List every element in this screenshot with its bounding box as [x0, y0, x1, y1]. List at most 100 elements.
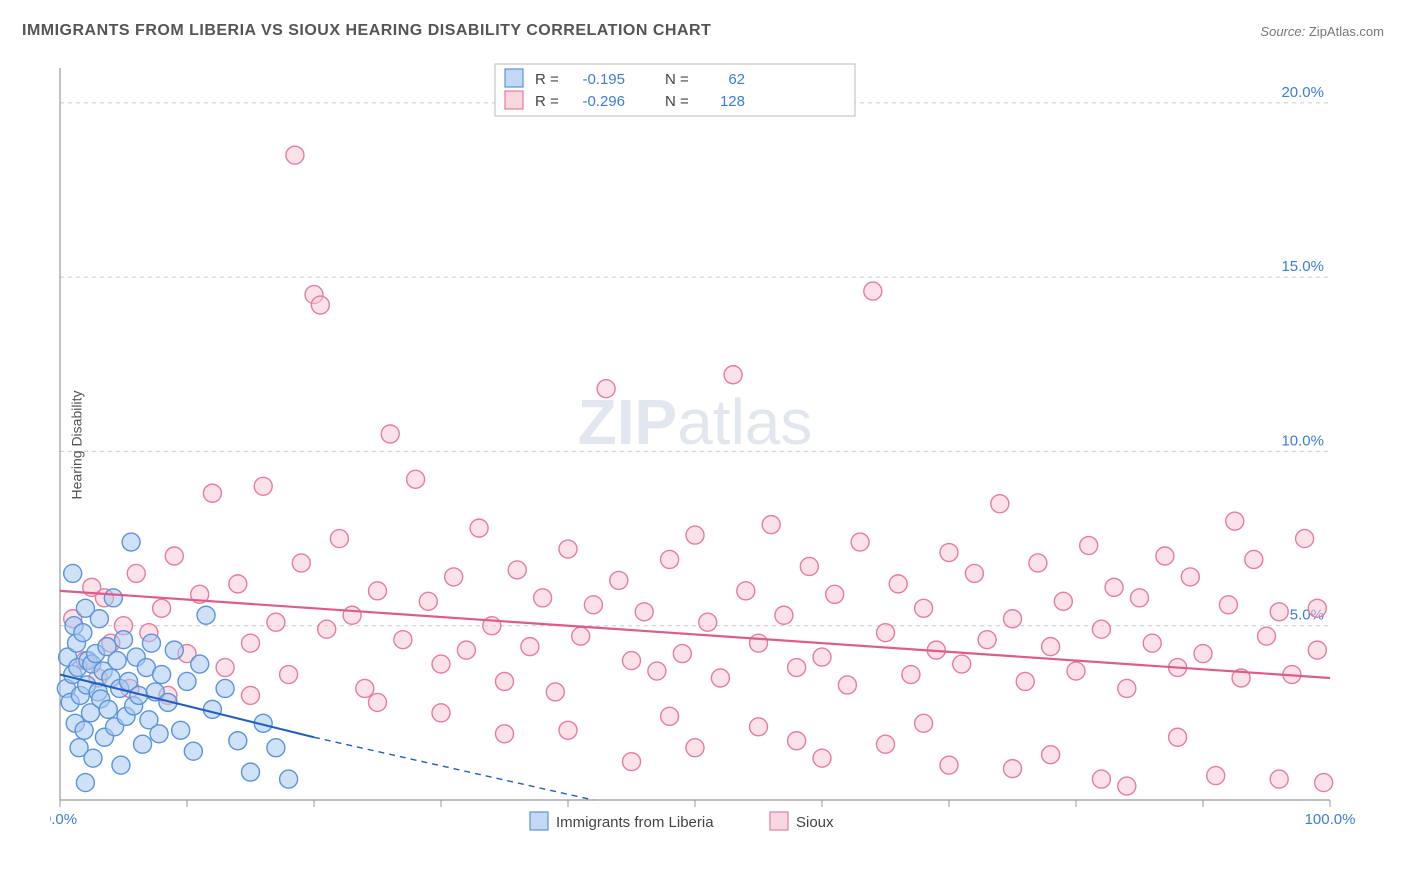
scatter-point	[559, 721, 577, 739]
scatter-point	[496, 672, 514, 690]
scatter-point	[521, 638, 539, 656]
scatter-point	[165, 641, 183, 659]
y-tick-label: 20.0%	[1281, 84, 1324, 101]
scatter-point	[343, 606, 361, 624]
scatter-point	[877, 624, 895, 642]
scatter-point	[76, 774, 94, 792]
scatter-point	[142, 634, 160, 652]
scatter-point	[242, 634, 260, 652]
scatter-point	[1092, 620, 1110, 638]
scatter-point	[1207, 767, 1225, 785]
scatter-point	[559, 540, 577, 558]
scatter-point	[635, 603, 653, 621]
scatter-point	[108, 652, 126, 670]
scatter-point	[172, 721, 190, 739]
scatter-point	[127, 564, 145, 582]
scatter-point	[1308, 641, 1326, 659]
source-value: ZipAtlas.com	[1309, 24, 1384, 39]
scatter-point	[508, 561, 526, 579]
legend-n-value: 128	[720, 93, 745, 110]
scatter-point	[1042, 638, 1060, 656]
scatter-point	[1143, 634, 1161, 652]
legend-swatch	[530, 812, 548, 830]
legend-r-value: -0.296	[582, 93, 625, 110]
scatter-point	[267, 739, 285, 757]
scatter-point	[572, 627, 590, 645]
legend-r-label: R =	[535, 71, 559, 88]
scatter-point	[394, 631, 412, 649]
scatter-point	[661, 550, 679, 568]
scatter-point	[369, 693, 387, 711]
scatter-point	[737, 582, 755, 600]
scatter-point	[1226, 512, 1244, 530]
scatter-point	[813, 749, 831, 767]
scatter-point	[546, 683, 564, 701]
scatter-point	[1245, 550, 1263, 568]
y-tick-label: 10.0%	[1281, 432, 1324, 449]
scatter-point	[74, 624, 92, 642]
watermark: ZIPatlas	[578, 386, 813, 458]
scatter-point	[457, 641, 475, 659]
scatter-point	[623, 652, 641, 670]
x-tick-label: 0.0%	[50, 811, 77, 828]
legend-n-value: 62	[728, 71, 745, 88]
scatter-point	[1118, 679, 1136, 697]
scatter-point	[381, 425, 399, 443]
scatter-point	[877, 735, 895, 753]
scatter-point	[851, 533, 869, 551]
chart-title: IMMIGRANTS FROM LIBERIA VS SIOUX HEARING…	[22, 22, 711, 40]
scatter-point	[470, 519, 488, 537]
scatter-point	[1067, 662, 1085, 680]
scatter-point	[1131, 589, 1149, 607]
scatter-point	[686, 526, 704, 544]
source-label: Source:	[1260, 24, 1305, 39]
scatter-point	[153, 666, 171, 684]
legend-n-label: N =	[665, 71, 689, 88]
scatter-point	[775, 606, 793, 624]
scatter-point	[311, 296, 329, 314]
scatter-point	[64, 564, 82, 582]
scatter-point	[838, 676, 856, 694]
scatter-point	[286, 146, 304, 164]
scatter-point	[724, 366, 742, 384]
scatter-point	[165, 547, 183, 565]
scatter-point	[153, 599, 171, 617]
scatter-point	[673, 645, 691, 663]
scatter-point	[229, 732, 247, 750]
scatter-point	[699, 613, 717, 631]
scatter-point	[534, 589, 552, 607]
scatter-point	[686, 739, 704, 757]
scatter-point	[197, 606, 215, 624]
scatter-point	[648, 662, 666, 680]
trend-line-extrapolated	[314, 737, 593, 800]
scatter-point	[184, 742, 202, 760]
scatter-point	[584, 596, 602, 614]
scatter-point	[122, 533, 140, 551]
scatter-point	[1080, 537, 1098, 555]
scatter-point	[711, 669, 729, 687]
scatter-point	[267, 613, 285, 631]
scatter-point	[800, 557, 818, 575]
x-tick-label: 100.0%	[1305, 811, 1356, 828]
scatter-point	[407, 470, 425, 488]
scatter-point	[242, 686, 260, 704]
scatter-point	[813, 648, 831, 666]
scatter-point	[610, 571, 628, 589]
scatter-point	[965, 564, 983, 582]
scatter-point	[978, 631, 996, 649]
scatter-point	[203, 700, 221, 718]
scatter-point	[369, 582, 387, 600]
scatter-point	[104, 589, 122, 607]
scatter-point	[1270, 603, 1288, 621]
scatter-point	[1219, 596, 1237, 614]
scatter-point	[1156, 547, 1174, 565]
source-attribution: Source: ZipAtlas.com	[1260, 24, 1384, 39]
scatter-point	[191, 655, 209, 673]
scatter-point	[432, 655, 450, 673]
scatter-point	[178, 672, 196, 690]
scatter-point	[889, 575, 907, 593]
scatter-point	[75, 721, 93, 739]
scatter-point	[750, 634, 768, 652]
chart-plot-area: Hearing Disability 5.0%10.0%15.0%20.0%ZI…	[50, 60, 1370, 830]
scatter-point	[216, 679, 234, 697]
